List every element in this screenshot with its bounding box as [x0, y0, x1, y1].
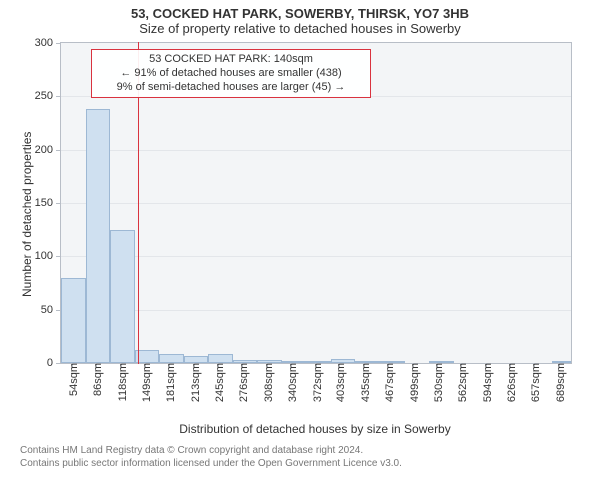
x-tick-label: 213sqm — [186, 363, 202, 402]
y-tick-label: 0 — [47, 357, 61, 369]
x-tick-label: 86sqm — [88, 363, 104, 396]
x-tick-label: 54sqm — [64, 363, 80, 396]
y-tick-label: 250 — [35, 90, 61, 102]
histogram-bar — [110, 230, 135, 363]
y-tick-label: 100 — [35, 250, 61, 262]
x-tick-label: 626sqm — [502, 363, 518, 402]
x-tick-label: 689sqm — [551, 363, 567, 402]
annotation-line-2: ← 91% of detached houses are smaller (43… — [98, 67, 364, 81]
x-tick-label: 594sqm — [478, 363, 494, 402]
x-tick-label: 657sqm — [526, 363, 542, 402]
histogram-bar — [159, 354, 184, 363]
page-title: 53, COCKED HAT PARK, SOWERBY, THIRSK, YO… — [0, 6, 600, 21]
x-tick-label: 245sqm — [210, 363, 226, 402]
y-tick-label: 200 — [35, 144, 61, 156]
footer-line-2: Contains public sector information licen… — [20, 457, 600, 470]
chart-container: Number of detached properties 0501001502… — [60, 42, 600, 364]
page-subtitle: Size of property relative to detached ho… — [0, 21, 600, 36]
y-tick-label: 300 — [35, 37, 61, 49]
histogram-bar — [61, 278, 86, 363]
x-tick-label: 276sqm — [234, 363, 250, 402]
y-axis-label: Number of detached properties — [20, 132, 34, 297]
x-tick-label: 308sqm — [259, 363, 275, 402]
x-axis-label: Distribution of detached houses by size … — [60, 422, 570, 436]
histogram-bar — [184, 356, 209, 363]
y-tick-label: 150 — [35, 197, 61, 209]
x-tick-label: 403sqm — [331, 363, 347, 402]
annotation-line-3: 9% of semi-detached houses are larger (4… — [98, 81, 364, 95]
x-tick-label: 562sqm — [453, 363, 469, 402]
x-tick-label: 181sqm — [161, 363, 177, 402]
plot-area: 05010015020025030054sqm86sqm118sqm149sqm… — [60, 42, 572, 364]
x-tick-label: 467sqm — [380, 363, 396, 402]
x-tick-label: 149sqm — [137, 363, 153, 402]
footer-line-1: Contains HM Land Registry data © Crown c… — [20, 444, 600, 457]
x-tick-label: 372sqm — [308, 363, 324, 402]
histogram-bar — [86, 109, 111, 363]
x-tick-label: 530sqm — [429, 363, 445, 402]
x-tick-label: 340sqm — [283, 363, 299, 402]
annotation-line-1: 53 COCKED HAT PARK: 140sqm — [98, 53, 364, 67]
x-tick-label: 499sqm — [405, 363, 421, 402]
x-tick-label: 118sqm — [113, 363, 129, 401]
footer: Contains HM Land Registry data © Crown c… — [20, 444, 600, 470]
x-tick-label: 435sqm — [356, 363, 372, 402]
annotation-box: 53 COCKED HAT PARK: 140sqm ← 91% of deta… — [91, 49, 371, 98]
histogram-bar — [208, 354, 233, 363]
y-tick-label: 50 — [41, 304, 61, 316]
